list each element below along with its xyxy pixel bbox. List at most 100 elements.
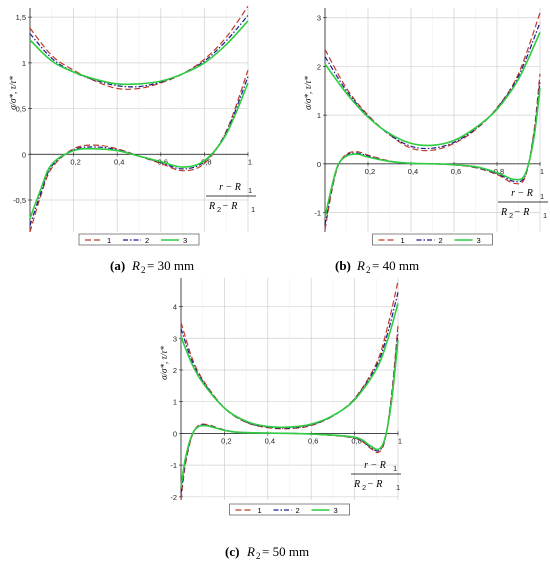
legend: 1 2 3	[229, 503, 350, 516]
legend-box	[372, 233, 493, 246]
caption-variable: R	[246, 544, 255, 559]
x-tick-label: 0,2	[221, 436, 231, 445]
x-tick-label: 0,4	[114, 157, 124, 166]
y-tick-label: 0	[317, 160, 321, 169]
series-group	[180, 281, 399, 501]
panel-caption: (b) R 2 = 40 mm	[335, 258, 419, 275]
x-tick-label: 1	[248, 157, 252, 166]
series-group	[29, 5, 249, 233]
legend-label-3: 3	[477, 236, 481, 245]
series-line-tau-2	[180, 292, 399, 429]
x-label-numerator-sub: 1	[540, 192, 544, 201]
y-tick-label: 4	[173, 303, 177, 312]
caption-subscript: 2	[141, 265, 146, 275]
x-axis-label: r − R 1 R 2 − R 1	[498, 188, 548, 220]
caption-variable: R	[356, 258, 365, 273]
x-label-numerator-sub: 1	[248, 186, 252, 195]
y-tick-label: 1	[22, 59, 26, 68]
x-tick-label: 0,6	[308, 436, 318, 445]
x-tick-label: 0,2	[70, 157, 80, 166]
legend-box	[229, 503, 350, 516]
legend-label-2: 2	[145, 236, 149, 245]
y-tick-label: 0	[22, 150, 26, 159]
legend-label-2: 2	[296, 506, 300, 515]
caption-subscript: 2	[366, 265, 371, 275]
series-line-tau-1	[29, 5, 249, 90]
y-tick-label: 3	[173, 334, 177, 343]
caption-subscript: 2	[256, 551, 261, 561]
series-line-tau-3	[29, 20, 249, 86]
x-label-denominator-rest-sub: 1	[543, 211, 547, 220]
series-group	[324, 12, 541, 230]
y-tick-label: -0,5	[13, 196, 26, 205]
legend-label-2: 2	[439, 236, 443, 245]
x-label-numerator: r − R	[364, 460, 386, 471]
x-tick-label: 0,4	[408, 167, 418, 176]
y-tick-label: -1	[170, 461, 177, 470]
series-line-tau-1	[324, 12, 541, 152]
legend-label-1: 1	[401, 236, 405, 245]
grid	[30, 8, 249, 232]
x-label-denominator-rest: − R	[222, 201, 237, 212]
legend-label-1: 1	[107, 236, 111, 245]
x-tick-label: 0,8	[351, 436, 361, 445]
x-label-denominator-r: R	[353, 479, 360, 490]
x-tick-label: 1	[398, 436, 402, 445]
y-tick-label: 2	[317, 62, 321, 71]
y-tick-label: 2	[173, 366, 177, 375]
series-line-sigma-3	[29, 82, 249, 219]
panel-caption: (a) R 2 = 30 mm	[110, 258, 194, 275]
series-line-tau-2	[324, 22, 541, 150]
x-label-denominator-rest: − R	[367, 479, 382, 490]
chart-panel-1: 0,2 0,4 0,6 0,8 1-0,500,511,5σ/σ*, τ/τ*r − R…	[8, 5, 256, 275]
x-label-numerator-sub: 1	[393, 464, 397, 473]
x-axis-label: r − R 1 R 2 − R 1	[206, 182, 256, 214]
x-tick-label: 0,4	[265, 436, 275, 445]
series-line-tau-2	[29, 14, 249, 88]
series-line-tau-3	[180, 303, 399, 429]
y-tick-label: 1,5	[16, 13, 26, 22]
caption-label: (b)	[335, 258, 351, 273]
x-label-denominator-sub: 2	[362, 483, 366, 492]
legend-label-3: 3	[334, 506, 338, 515]
x-tick-label: 0,8	[494, 167, 504, 176]
caption-value: = 50 mm	[262, 544, 309, 559]
legend-box	[78, 233, 200, 246]
x-label-denominator-sub: 2	[509, 211, 513, 220]
legend-label-3: 3	[183, 236, 187, 245]
legend: 1 2 3	[372, 233, 493, 246]
x-label-denominator-sub: 2	[217, 205, 221, 214]
series-line-tau-3	[324, 31, 541, 147]
legend: 1 2 3	[78, 233, 200, 246]
series-line-sigma-3	[180, 339, 399, 488]
legend-label-1: 1	[258, 506, 262, 515]
x-tick-label: 1	[540, 167, 544, 176]
x-tick-label: 0,2	[365, 167, 375, 176]
x-label-denominator-r: R	[208, 201, 215, 212]
caption-label: (a)	[110, 258, 125, 273]
y-tick-label: 0	[173, 429, 177, 438]
y-axis-label: σ/σ*, τ/τ*	[303, 76, 313, 110]
caption-value: = 30 mm	[147, 258, 194, 273]
y-tick-label: 1	[173, 398, 177, 407]
caption-label: (c)	[225, 544, 239, 559]
y-axis-label: σ/σ*, τ/τ*	[159, 346, 169, 380]
x-label-denominator-rest: − R	[514, 207, 529, 218]
x-label-numerator: r − R	[511, 188, 533, 199]
panel-caption: (c) R 2 = 50 mm	[225, 544, 309, 561]
y-tick-label: -1	[314, 209, 321, 218]
y-tick-label: 0,5	[16, 105, 26, 114]
x-label-denominator-rest-sub: 1	[396, 483, 400, 492]
x-axis-label: r − R 1 R 2 − R 1	[351, 460, 401, 492]
y-axis-label: σ/σ*, τ/τ*	[8, 76, 18, 110]
caption-value: = 40 mm	[372, 258, 419, 273]
y-tick-label: -2	[170, 493, 177, 502]
series-line-sigma-3	[324, 88, 541, 218]
x-label-denominator-r: R	[500, 207, 507, 218]
y-tick-label: 1	[317, 111, 321, 120]
caption-variable: R	[131, 258, 140, 273]
x-tick-label: 0,6	[451, 167, 461, 176]
